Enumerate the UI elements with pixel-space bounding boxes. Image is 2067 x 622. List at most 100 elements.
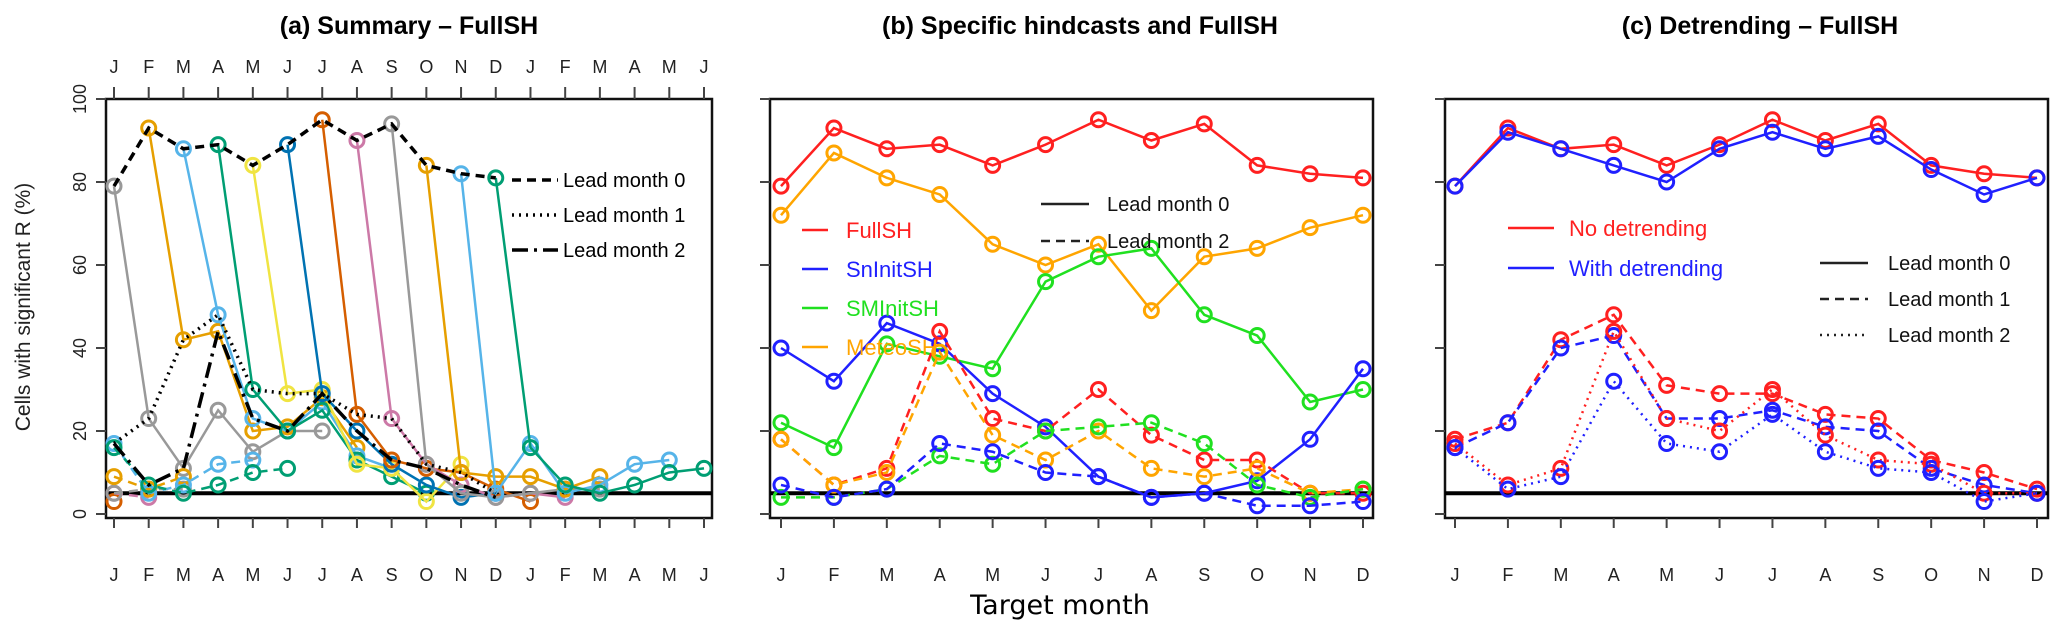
series-point [1037, 464, 1055, 481]
series-point [2028, 484, 2046, 502]
x-tick-label-top: F [560, 57, 571, 77]
series-point [1195, 306, 1213, 324]
series-point [1446, 439, 1464, 457]
legend-style-label: Lead month 0 [1888, 253, 2010, 275]
series-point [1248, 451, 1266, 469]
x-tick-label: J [1768, 565, 1777, 585]
init-series-point [660, 464, 678, 481]
series-point [931, 447, 949, 465]
series-point [1248, 156, 1266, 174]
x-tick-label-top: M [662, 57, 677, 77]
series-point [1552, 339, 1570, 357]
series-point [1605, 322, 1623, 340]
init-series-wrap-point [174, 476, 192, 494]
x-tick-label: J [318, 565, 327, 585]
x-tick-label-top: O [419, 57, 433, 77]
series-point [1816, 140, 1834, 158]
init-series-wrap-point [140, 476, 158, 494]
x-tick-label: A [212, 565, 224, 585]
series-line [1454, 118, 2038, 187]
series-point [984, 410, 1002, 428]
x-tick-label: J [526, 565, 535, 585]
x-tick-label-top: M [245, 57, 260, 77]
init-series-point [591, 484, 609, 502]
series-line [780, 442, 1364, 507]
init-series-point [279, 422, 297, 440]
series-point [1816, 418, 1834, 436]
x-tick-label-top: F [143, 57, 154, 77]
panel-a-title: (a) Summary – FullSH [280, 12, 538, 40]
panel-b: J F M A M J J A S O N D FullSH SnInitSH SMInitSH MeteoS… [760, 97, 1375, 585]
series-point [878, 464, 896, 481]
series-point [1763, 405, 1781, 423]
init-series-wrap-point [244, 464, 262, 481]
lead-series-line [112, 312, 497, 495]
series-point [825, 144, 843, 162]
series-point [1816, 405, 1834, 423]
legend-style-label: Lead month 1 [1888, 289, 2010, 311]
init-series-point [348, 405, 366, 423]
x-tick-label: M [176, 565, 191, 585]
series-point [984, 360, 1002, 378]
init-series-point [174, 140, 192, 158]
series-point [1248, 239, 1266, 257]
x-tick-label: N [1978, 565, 1991, 585]
series-line [1454, 334, 2038, 495]
series-line [1454, 328, 2037, 495]
x-tick-label: A [1608, 565, 1620, 585]
series-point [1142, 459, 1160, 477]
x-tick-label-top: J [318, 57, 327, 77]
x-tick-label: D [1357, 565, 1370, 585]
legend-label: Lead month 1 [563, 205, 685, 227]
legend-color-label: No detrending [1569, 216, 1707, 241]
series-point [1195, 434, 1213, 452]
series-point [984, 156, 1002, 174]
series-point [1763, 111, 1781, 129]
init-series-point [521, 468, 539, 486]
series-point [1354, 381, 1372, 398]
series-point [1658, 376, 1676, 394]
series-line [1454, 130, 2038, 196]
x-tick-label-top: J [700, 57, 709, 77]
x-tick-label: J [1715, 565, 1724, 585]
series-point [984, 235, 1002, 253]
series-point [1658, 410, 1676, 428]
init-series-point [209, 306, 227, 324]
series-point [1658, 434, 1676, 452]
init-series-point [348, 132, 366, 149]
panel-c: J F M A M J J A S O N D No detrending With detrending… [1435, 97, 2050, 585]
series-point [1975, 484, 1993, 502]
series-point [984, 443, 1002, 461]
x-tick-label: N [1304, 565, 1317, 585]
series-point [1922, 161, 1940, 179]
x-tick-label: J [1094, 565, 1103, 585]
legend-color-label: MeteoSH [846, 335, 938, 360]
x-tick-label: M [1659, 565, 1674, 585]
x-tick-label: O [419, 565, 433, 585]
x-tick-label: D [2031, 565, 2044, 585]
series-point [931, 136, 949, 154]
series-line [780, 321, 1365, 499]
series-point [1869, 127, 1887, 145]
init-series-point [660, 451, 678, 469]
series-point [1142, 488, 1160, 506]
x-tick-label: J [777, 565, 786, 585]
series-point [772, 177, 790, 195]
series-point [825, 119, 843, 137]
series-point [825, 372, 843, 390]
x-tick-label: J [700, 565, 709, 585]
init-series-point [417, 493, 435, 511]
series-point [931, 322, 949, 340]
series-point [1301, 219, 1319, 237]
y-tick-label: 20 [70, 421, 90, 441]
series-point [772, 476, 790, 494]
y-axis-label: Cells with significant R (%) [12, 183, 35, 432]
legend-label: Lead month 0 [563, 170, 685, 192]
series-point [1975, 493, 1993, 511]
init-series-point [417, 476, 435, 494]
series-point [1922, 464, 1940, 481]
init-series-point [244, 410, 262, 428]
series-point [1248, 497, 1266, 515]
series-point [1605, 136, 1623, 154]
